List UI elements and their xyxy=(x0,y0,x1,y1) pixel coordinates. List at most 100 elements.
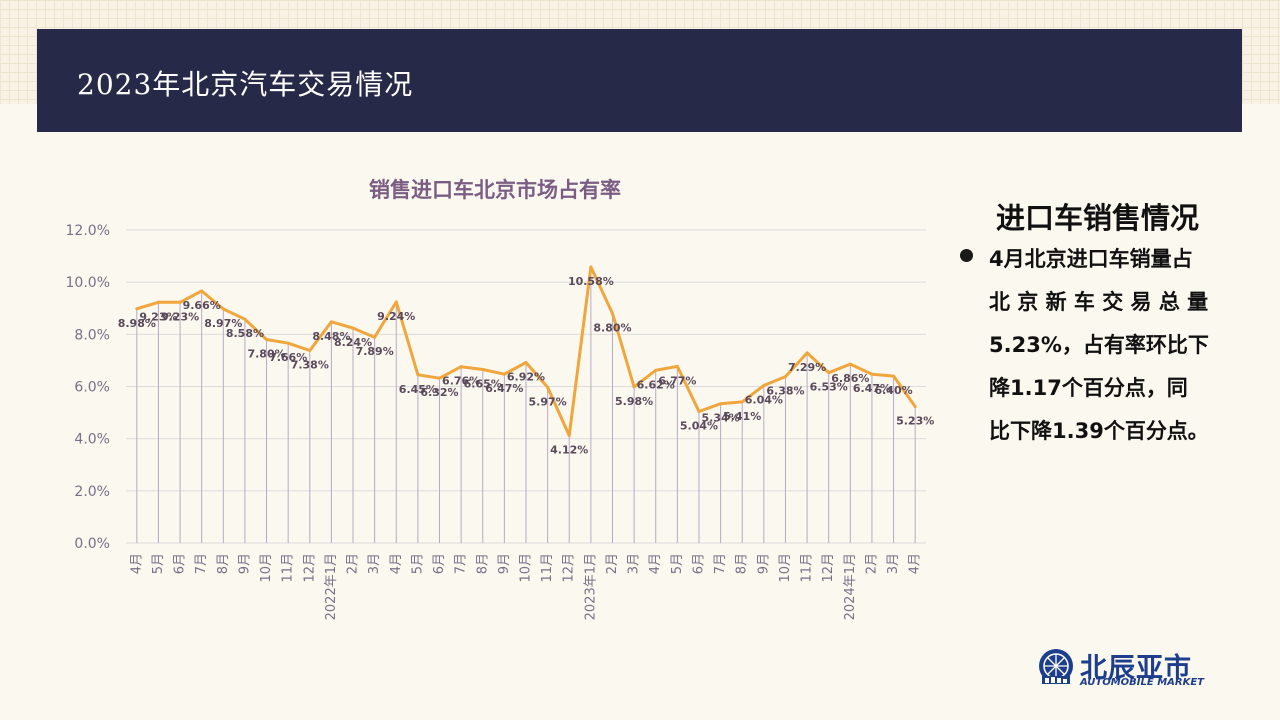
data-label: 6.47% xyxy=(485,382,523,395)
logo-subtitle: AUTOMOBILE MARKET xyxy=(1080,677,1205,688)
data-point xyxy=(805,351,809,355)
x-tick-label: 2月 xyxy=(346,553,361,574)
data-label: 5.97% xyxy=(529,395,567,408)
data-label: 5.34% xyxy=(702,412,740,425)
data-label: 5.23% xyxy=(896,415,934,428)
y-tick-label: 2.0% xyxy=(74,484,110,500)
chart-title: 销售进口车北京市场占有率 xyxy=(369,178,621,202)
data-point xyxy=(848,362,852,366)
x-tick-label: 10月 xyxy=(778,553,793,583)
y-tick-label: 6.0% xyxy=(74,380,110,396)
data-label: 6.40% xyxy=(874,384,912,397)
y-tick-label: 10.0% xyxy=(66,275,110,291)
x-tick-label: 9月 xyxy=(497,553,512,574)
data-label: 6.86% xyxy=(831,372,869,385)
y-tick-label: 12.0% xyxy=(66,223,110,239)
data-label: 9.23% xyxy=(161,310,199,323)
logo-name: 北辰亚市 xyxy=(1080,653,1192,684)
data-label: 5.98% xyxy=(615,395,653,408)
data-point xyxy=(308,349,312,353)
data-point xyxy=(156,300,160,304)
data-point xyxy=(783,375,787,379)
data-label: 7.66% xyxy=(269,351,307,364)
x-tick-label: 3月 xyxy=(627,553,642,574)
x-tick-label: 7月 xyxy=(713,553,728,574)
data-label: 8.80% xyxy=(593,321,631,334)
x-tick-label: 12月 xyxy=(302,553,317,583)
y-tick-label: 0.0% xyxy=(74,536,110,552)
data-label: 5.41% xyxy=(723,410,761,423)
data-point xyxy=(589,265,593,269)
data-label: 8.58% xyxy=(226,327,264,340)
x-tick-label: 9月 xyxy=(756,553,771,574)
data-label: 6.77% xyxy=(658,374,696,387)
data-label: 6.76% xyxy=(442,375,480,388)
data-point xyxy=(675,364,679,368)
side-text-line: 北 京 新 车 交 易 总 量 xyxy=(989,290,1209,314)
data-point xyxy=(762,383,766,387)
x-tick-label: 4月 xyxy=(908,553,923,574)
data-label: 10.58% xyxy=(568,275,614,288)
x-tick-label: 5月 xyxy=(151,553,166,574)
x-tick-label: 5月 xyxy=(410,553,425,574)
header-bar: 2023年北京汽车交易情况 xyxy=(37,29,1242,132)
data-point xyxy=(697,410,701,414)
data-point xyxy=(329,320,333,324)
data-point xyxy=(632,385,636,389)
x-tick-label: 8月 xyxy=(735,553,750,574)
data-label: 9.23% xyxy=(139,310,177,323)
data-point xyxy=(892,374,896,378)
data-point xyxy=(416,373,420,377)
data-label: 8.48% xyxy=(312,330,350,343)
data-label: 6.47% xyxy=(853,382,891,395)
x-tick-label: 11月 xyxy=(800,553,815,583)
data-point xyxy=(481,368,485,372)
x-tick-label: 6月 xyxy=(173,553,188,574)
side-text-line: 4月北京进口车销量占 xyxy=(989,247,1193,271)
side-text-line: 5.23%，占有率环比下 xyxy=(989,333,1209,357)
data-label: 6.45% xyxy=(399,383,437,396)
page-title: 2023年北京汽车交易情况 xyxy=(77,68,414,101)
x-tick-label: 3月 xyxy=(367,553,382,574)
x-tick-label: 3月 xyxy=(886,553,901,574)
data-label: 7.29% xyxy=(788,361,826,374)
data-label: 4.12% xyxy=(550,444,588,457)
x-tick-label: 4月 xyxy=(648,553,663,574)
data-label: 8.98% xyxy=(118,317,156,330)
x-tick-label: 9月 xyxy=(237,553,252,574)
data-point xyxy=(524,361,528,365)
data-label: 7.38% xyxy=(291,359,329,372)
x-tick-label: 11月 xyxy=(281,553,296,583)
data-point xyxy=(200,289,204,293)
data-point xyxy=(567,434,571,438)
side-text-line: 比下降1.39个百分点。 xyxy=(989,419,1209,443)
data-label: 7.80% xyxy=(247,348,285,361)
data-label: 6.53% xyxy=(810,381,848,394)
y-tick-label: 4.0% xyxy=(74,432,110,448)
data-label: 6.92% xyxy=(507,371,545,384)
data-label: 9.66% xyxy=(183,299,221,312)
data-point xyxy=(740,400,744,404)
side-text-line: 降1.17个百分点，同 xyxy=(989,376,1188,400)
data-label: 6.32% xyxy=(420,386,458,399)
data-label: 6.04% xyxy=(745,393,783,406)
data-point xyxy=(135,307,139,311)
data-point xyxy=(654,368,658,372)
side-panel-text: 4月北京进口车销量占 北 京 新 车 交 易 总 量 5.23%，占有率环比下 … xyxy=(989,238,1229,453)
data-label: 6.65% xyxy=(464,378,502,391)
side-panel-title: 进口车销售情况 xyxy=(996,201,1200,235)
x-tick-label: 8月 xyxy=(216,553,231,574)
x-tick-label: 12月 xyxy=(562,553,577,583)
data-label: 7.89% xyxy=(356,345,394,358)
data-point xyxy=(438,376,442,380)
x-tick-label: 10月 xyxy=(259,553,274,583)
data-point xyxy=(178,300,182,304)
x-tick-label: 6月 xyxy=(432,553,447,574)
data-point xyxy=(394,300,398,304)
data-label: 6.62% xyxy=(637,378,675,391)
data-point xyxy=(286,341,290,345)
data-point xyxy=(221,307,225,311)
bullet-icon xyxy=(960,249,973,262)
x-tick-label: 12月 xyxy=(821,553,836,583)
